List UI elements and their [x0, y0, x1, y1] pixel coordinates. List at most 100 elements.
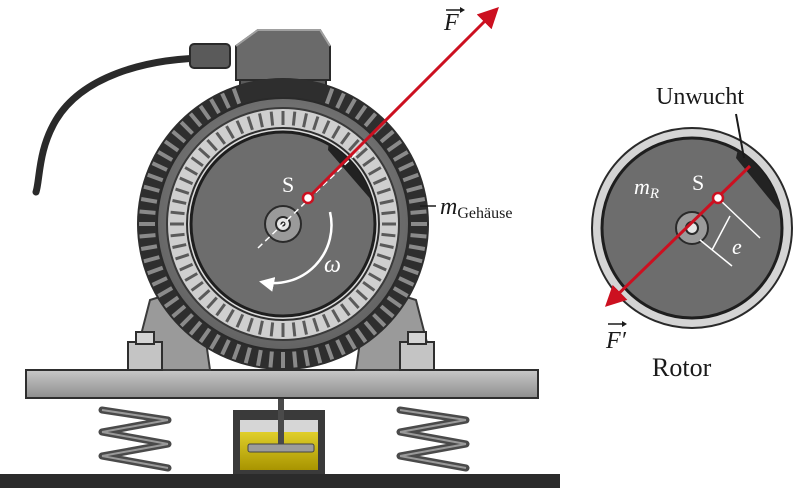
cooling-fin: [179, 313, 194, 328]
cooling-fin: [172, 243, 187, 249]
cooling-fin: [339, 303, 351, 317]
cable-gland: [189, 43, 231, 69]
cooling-fin: [392, 150, 409, 162]
rotor-mass-label: mR: [634, 174, 659, 202]
cooling-fin: [321, 313, 331, 328]
cooling-fin: [392, 286, 409, 298]
eccentricity-dimension: [699, 199, 761, 267]
cooling-fin: [312, 317, 320, 332]
cooling-fin: [190, 280, 204, 292]
cooling-fin: [225, 308, 235, 323]
cooling-fin: [331, 308, 341, 323]
cooling-fin: [184, 272, 199, 282]
cooling-fin: [172, 199, 187, 205]
cooling-fin: [379, 129, 395, 144]
cooling-fin: [206, 139, 218, 152]
cooling-fin: [147, 265, 164, 276]
cooling-fin: [367, 272, 382, 282]
cooling-fin: [406, 255, 423, 264]
cooling-fin: [408, 197, 426, 204]
cooling-fin: [163, 139, 180, 153]
cooling-fin: [179, 176, 194, 186]
center-of-mass-label: S: [282, 172, 294, 197]
cooling-fin: [402, 265, 419, 276]
cooling-fin: [312, 116, 320, 131]
cooling-fin: [367, 166, 382, 176]
cooling-fin: [321, 120, 331, 135]
cooling-fin: [302, 320, 308, 335]
imbalance-label: Unwucht: [656, 84, 744, 110]
cooling-fin: [406, 184, 423, 193]
cooling-fin: [379, 199, 394, 205]
cooling-fin: [143, 184, 160, 193]
center-of-mass-marker-rotor: [711, 191, 725, 205]
cooling-fin: [170, 232, 185, 238]
cooling-fin: [139, 209, 156, 215]
cooling-fin: [345, 98, 357, 115]
cooling-fin: [348, 139, 360, 152]
cooling-fin: [355, 147, 368, 159]
cooling-fin: [231, 88, 242, 105]
cooling-fin: [179, 120, 194, 135]
svg-text:mGehäuse: mGehäuse: [440, 194, 512, 222]
rotor-detail: [591, 127, 793, 329]
ground: [0, 474, 560, 488]
cooling-fin: [362, 156, 376, 168]
cooling-fin: [143, 255, 160, 264]
cooling-fin: [175, 253, 190, 261]
cooling-fin: [220, 92, 231, 109]
cooling-fin: [190, 156, 204, 168]
svg-text:F: F: [443, 10, 459, 36]
force-label: F: [443, 7, 465, 36]
cooling-fin: [398, 276, 415, 287]
cooling-fin: [314, 347, 323, 364]
cooling-fin: [381, 210, 396, 216]
cooling-fin: [246, 116, 254, 131]
cooling-fin: [163, 295, 180, 309]
cooling-fin: [171, 129, 187, 144]
cooling-fin: [354, 104, 368, 121]
cooling-fin: [363, 112, 378, 128]
cooling-fin: [302, 113, 308, 128]
cooling-fin: [376, 253, 391, 261]
cooling-fin: [188, 320, 203, 336]
force-reaction-label: F′: [605, 321, 627, 354]
cooling-fin: [179, 262, 194, 272]
cooling-fin: [348, 296, 360, 309]
housing-mass-label: mGehäuse: [420, 194, 512, 222]
cooling-fin: [171, 304, 187, 319]
cooling-fin: [209, 333, 221, 350]
cooling-fin: [410, 233, 427, 239]
cooling-fin: [292, 351, 298, 368]
eccentricity-label: e: [732, 234, 742, 259]
cooling-fin: [372, 262, 387, 272]
cooling-fin: [184, 166, 199, 176]
cooling-fin: [335, 92, 346, 109]
cooling-fin: [220, 339, 231, 356]
cooling-fin: [170, 210, 185, 216]
center-of-mass-marker: [301, 191, 315, 205]
cooling-fin: [188, 112, 203, 128]
cooling-fin: [231, 343, 242, 360]
cooling-fin: [339, 131, 351, 145]
cooling-fin: [206, 296, 218, 309]
cooling-fin: [335, 339, 346, 356]
damper: [233, 398, 325, 474]
cooling-fin: [215, 303, 227, 317]
cooling-fin: [235, 313, 245, 328]
cooling-fin: [157, 286, 174, 298]
cooling-fin: [225, 125, 235, 140]
cooling-fin: [363, 320, 378, 336]
cooling-fin: [147, 172, 164, 183]
svg-text:F′: F′: [605, 328, 627, 354]
cooling-fin: [291, 111, 297, 126]
imbalance-leader: [735, 113, 745, 159]
cooling-fin: [175, 187, 190, 195]
cooling-fin: [386, 295, 403, 309]
cooling-fin: [258, 320, 264, 335]
cooling-fin: [139, 233, 156, 239]
cooling-fin: [372, 313, 387, 328]
cooling-fin: [379, 243, 394, 249]
center-of-mass-rotor-label: S: [692, 170, 704, 195]
cooling-fin: [379, 304, 395, 319]
